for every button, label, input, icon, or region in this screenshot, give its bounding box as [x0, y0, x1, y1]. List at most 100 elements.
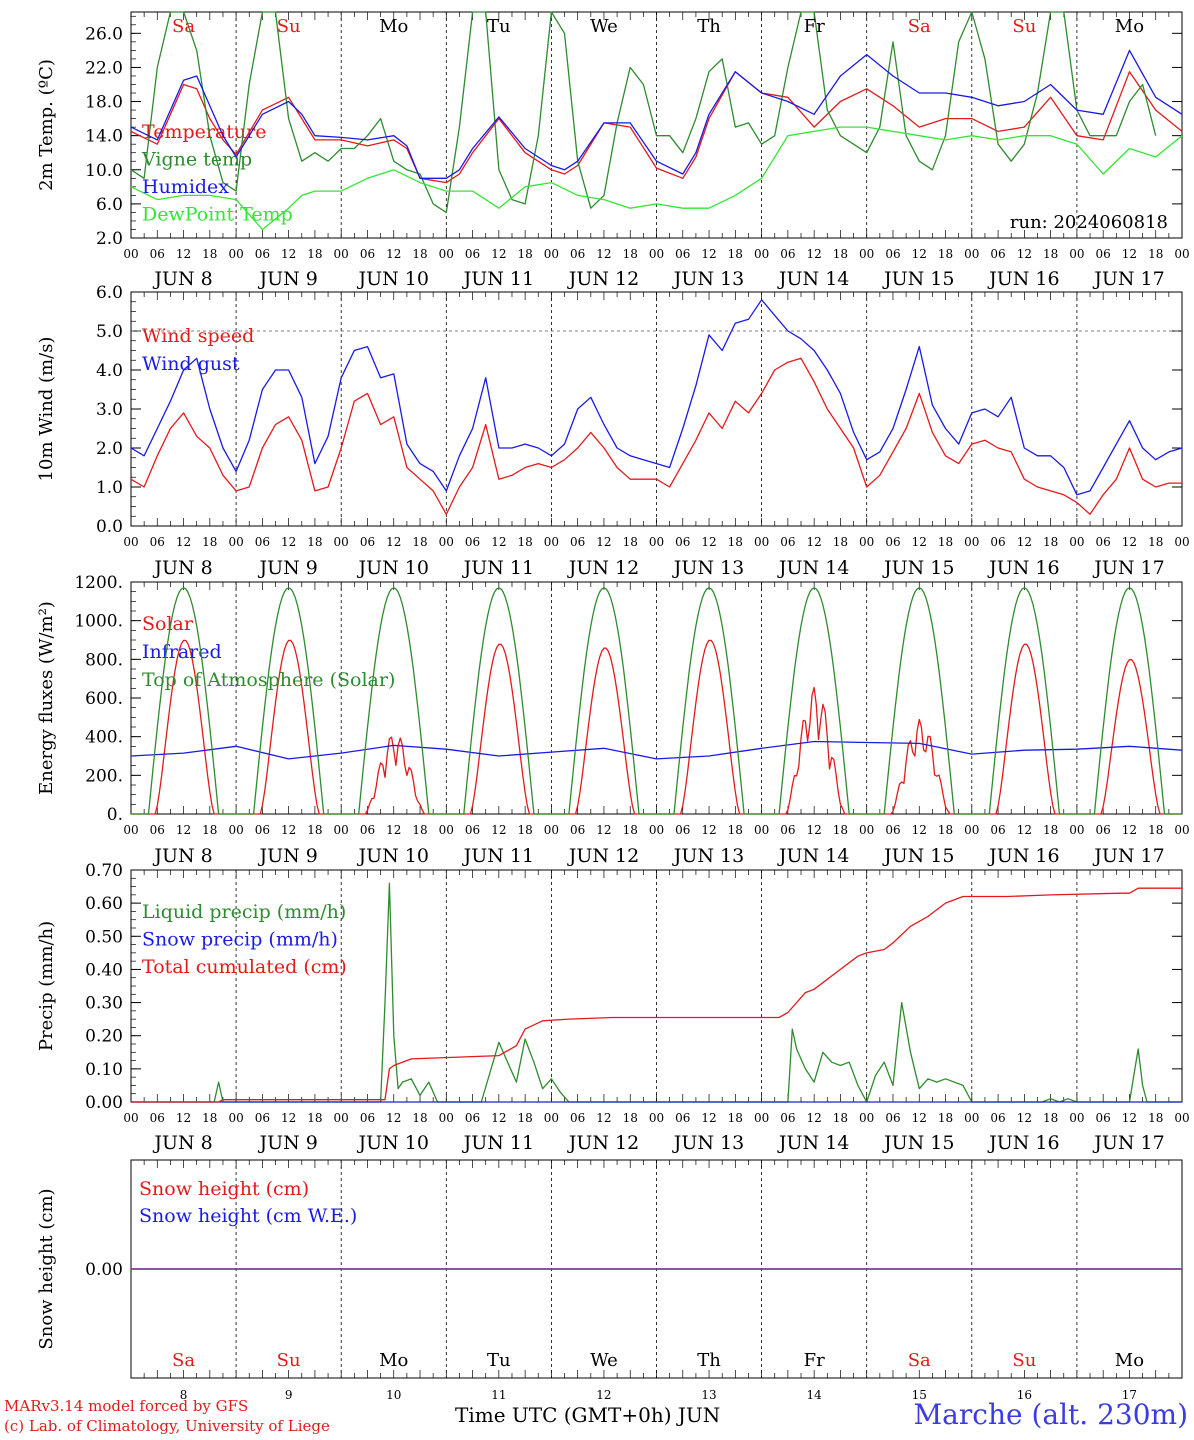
- panel-2-y-tick-label: 1.0: [96, 478, 123, 498]
- panel-1-hour-tick-label: 06: [1096, 247, 1111, 261]
- panel-4-hour-tick-label: 12: [281, 1111, 296, 1125]
- panel-3-y-tick-label: 400.: [85, 728, 123, 748]
- panel-2-hour-tick-label: 06: [150, 535, 165, 549]
- day-abbr-top: Tu: [487, 16, 511, 37]
- panel-1-y-tick-label: 6.0: [96, 195, 123, 215]
- panel-1-hour-tick-label: 00: [228, 247, 243, 261]
- model-credit: MARv3.14 model forced by GFS (c) Lab. of…: [4, 1396, 330, 1436]
- panel-2-date-label: JUN 9: [257, 557, 317, 579]
- panel-3-hour-tick-label: 00: [334, 823, 349, 837]
- panel-1-y-tick-label: 22.0: [85, 58, 123, 78]
- panel-1-date-label: JUN 9: [257, 268, 317, 290]
- panel-3-date-label: JUN 11: [462, 845, 534, 867]
- panel-4-hour-tick-label: 06: [150, 1111, 165, 1125]
- panel-1-date-label: JUN 10: [357, 268, 429, 290]
- panel-1-y-axis-label: 2m Temp. (ºC): [36, 59, 57, 191]
- panel-4-hour-tick-label: 00: [123, 1111, 138, 1125]
- panel-2-hour-tick-label: 00: [859, 535, 874, 549]
- panel-3-hour-tick-label: 18: [623, 823, 638, 837]
- panel-2-hour-tick-label: 00: [964, 535, 979, 549]
- panel-4-hour-tick-label: 12: [912, 1111, 927, 1125]
- panel-1-series-0: [130, 71, 1183, 184]
- panel-2-hour-tick-label: 18: [517, 535, 532, 549]
- panel-4-hour-tick-label: 06: [990, 1111, 1005, 1125]
- day-abbr-top: Th: [697, 16, 721, 37]
- panel-3-hour-tick-label: 18: [833, 823, 848, 837]
- panel-4-y-tick-label: 0.00: [85, 1093, 123, 1113]
- day-abbr-top: We: [590, 16, 618, 37]
- panel-2-hour-tick-label: 12: [1017, 535, 1032, 549]
- day-abbr-bottom: Mo: [379, 1350, 408, 1371]
- panel-4-hour-tick-label: 12: [1017, 1111, 1032, 1125]
- panel-3-legend-2: Top of Atmosphere (Solar): [142, 669, 395, 691]
- panel-4-hour-tick-label: 18: [728, 1111, 743, 1125]
- panel-2-date-label: JUN 16: [987, 557, 1059, 579]
- panel-3-hour-tick-label: 18: [517, 823, 532, 837]
- panel-1-date-label: JUN 11: [462, 268, 534, 290]
- panel-1-hour-tick-label: 00: [649, 247, 664, 261]
- panel-3-hour-tick-label: 00: [228, 823, 243, 837]
- panel-1-hour-tick-label: 06: [780, 247, 795, 261]
- panel-2-hour-tick-label: 18: [202, 535, 217, 549]
- panel-1-y-tick-label: 26.0: [85, 24, 123, 44]
- panel-4-y-tick-label: 0.70: [85, 861, 123, 881]
- panel-3-hour-tick-label: 12: [281, 823, 296, 837]
- panel-2-y-tick-label: 2.0: [96, 439, 123, 459]
- panel-2-hour-tick-label: 12: [386, 535, 401, 549]
- panel-4-hour-tick-label: 00: [859, 1111, 874, 1125]
- panel-1-hour-tick-label: 18: [307, 247, 322, 261]
- panel-4-hour-tick-label: 06: [465, 1111, 480, 1125]
- panel-1-legend-2: Humidex: [142, 176, 229, 198]
- panel-3-hour-tick-label: 06: [465, 823, 480, 837]
- panel-2-hour-tick-label: 12: [912, 535, 927, 549]
- panel-4-legend-0: Liquid precip (mm/h): [142, 901, 346, 923]
- panel-2-hour-tick-label: 18: [307, 535, 322, 549]
- panel-3-y-axis-label: Energy fluxes (W/m²): [36, 601, 57, 795]
- panel-2-hour-tick-label: 06: [675, 535, 690, 549]
- panel-4-hour-tick-label: 06: [360, 1111, 375, 1125]
- panel-1-hour-tick-label: 00: [859, 247, 874, 261]
- panel-2-y-tick-label: 4.0: [96, 361, 123, 381]
- panel-2-hour-tick-label: 12: [281, 535, 296, 549]
- panel-3-hour-tick-label: 12: [386, 823, 401, 837]
- panel-4-date-label: JUN 10: [357, 1132, 429, 1154]
- panel-3-hour-tick-label: 06: [780, 823, 795, 837]
- panel-2-series-0: [130, 357, 1182, 515]
- day-number-label: 11: [491, 1388, 506, 1402]
- panel-4-date-label: JUN 15: [882, 1132, 954, 1154]
- panel-1-hour-tick-label: 00: [334, 247, 349, 261]
- day-number-label: 15: [912, 1388, 927, 1402]
- panel-4-hour-tick-label: 06: [675, 1111, 690, 1125]
- panel-2-hour-tick-label: 06: [1096, 535, 1111, 549]
- panel-2-hour-tick-label: 06: [360, 535, 375, 549]
- panel-4-hour-tick-label: 06: [780, 1111, 795, 1125]
- day-number-label: 16: [1017, 1388, 1032, 1402]
- panel-3-hour-tick-label: 12: [1017, 823, 1032, 837]
- day-abbr-bottom: Sa: [908, 1350, 931, 1371]
- panel-3-hour-tick-label: 18: [1148, 823, 1163, 837]
- panel-5-y-tick-label: 0.00: [85, 1260, 123, 1280]
- panel-3-hour-tick-label: 00: [544, 823, 559, 837]
- panel-1-hour-tick-label: 12: [912, 247, 927, 261]
- panel-3-hour-tick-label: 18: [202, 823, 217, 837]
- panel-3-y-tick-label: 200.: [85, 766, 123, 786]
- panel-2-hour-tick-label: 00: [649, 535, 664, 549]
- panel-2-hour-tick-label: 06: [990, 535, 1005, 549]
- panel-4-hour-tick-label: 12: [596, 1111, 611, 1125]
- panel-2-hour-tick-label: 18: [1043, 535, 1058, 549]
- panel-2-hour-tick-label: 18: [728, 535, 743, 549]
- panel-1-hour-tick-label: 18: [412, 247, 427, 261]
- panel-2-y-tick-label: 3.0: [96, 400, 123, 420]
- panel-1-hour-tick-label: 06: [885, 247, 900, 261]
- panel-1-date-label: JUN 13: [672, 268, 744, 290]
- panel-1-hour-tick-label: 06: [570, 247, 585, 261]
- credit-line-1: MARv3.14 model forced by GFS: [4, 1397, 249, 1415]
- panel-4-hour-tick-label: 00: [649, 1111, 664, 1125]
- panel-4-date-label: JUN 17: [1092, 1132, 1164, 1154]
- panel-1-hour-tick-label: 00: [754, 247, 769, 261]
- panel-2-legend-1: Wind gust: [142, 353, 240, 375]
- panel-4-series-2: [131, 887, 1182, 1103]
- panel-1-hour-tick-label: 00: [964, 247, 979, 261]
- panel-1-hour-tick-label: 12: [386, 247, 401, 261]
- time-axis-label: Time UTC (GMT+0h) JUN: [455, 1403, 721, 1427]
